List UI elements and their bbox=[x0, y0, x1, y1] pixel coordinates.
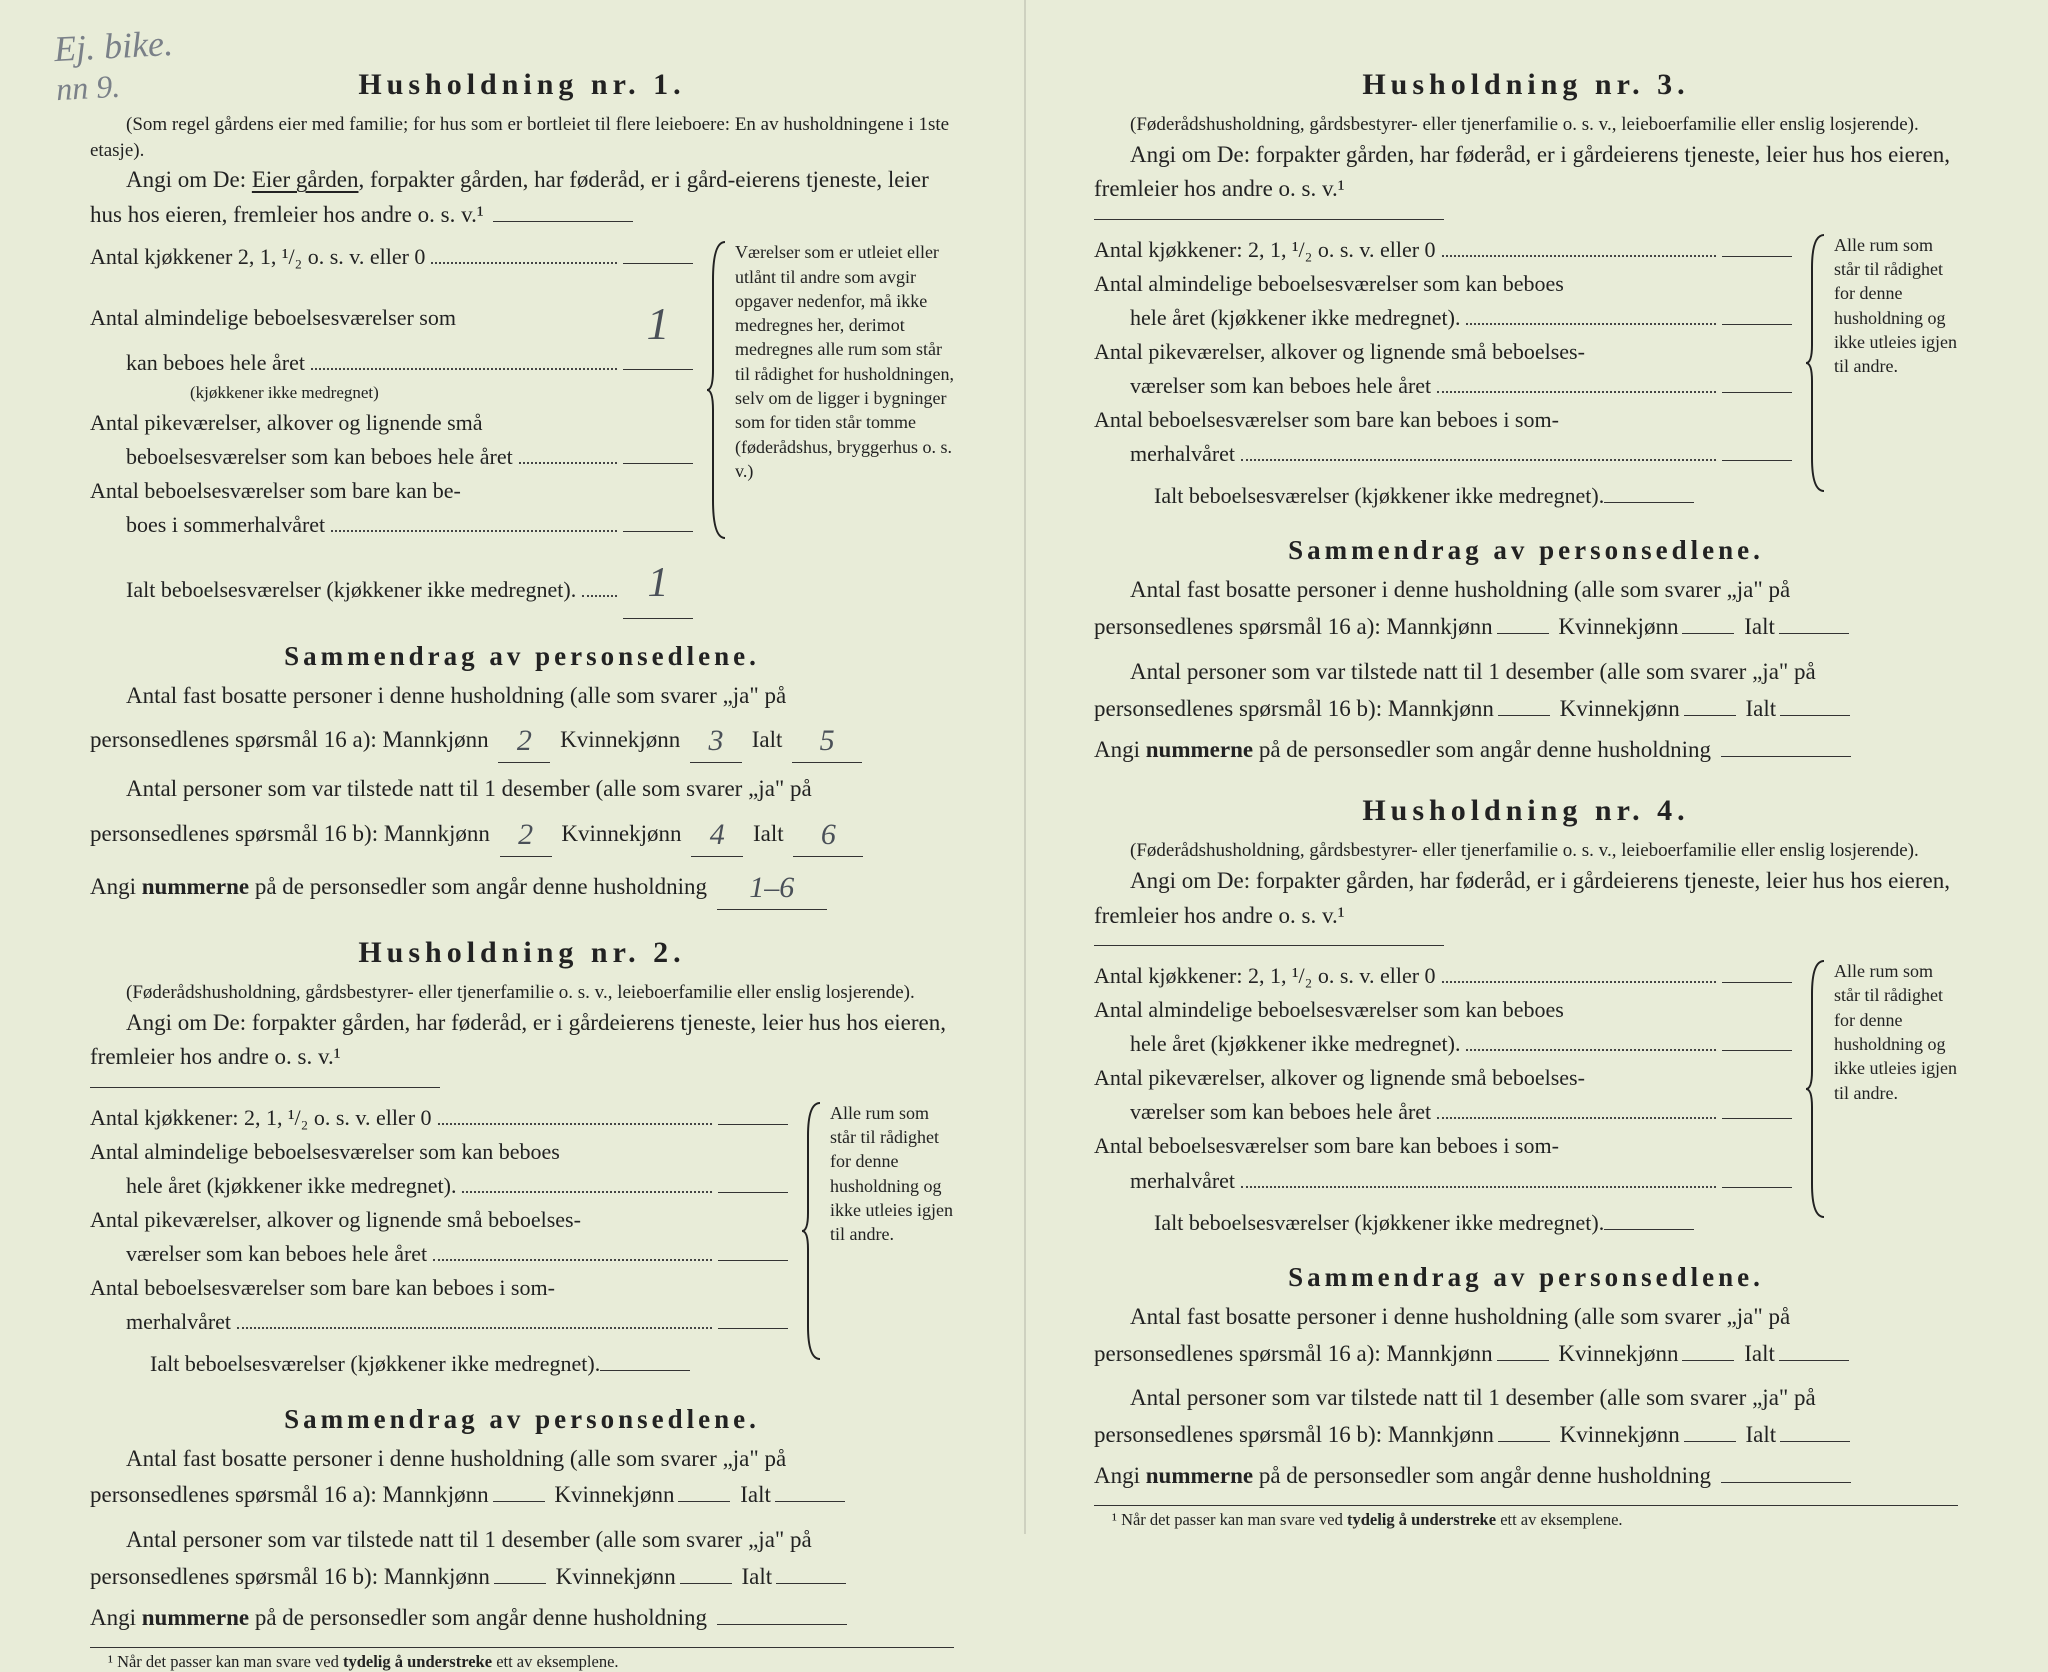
right-page: Husholdning nr. 3. (Føderådshusholdning,… bbox=[1024, 0, 2048, 1534]
h2-row-alm2: hele året (kjøkkener ikke medregnet). bbox=[90, 1169, 788, 1203]
h1-row-ialt: Ialt beboelsesværelser (kjøkkener ikke m… bbox=[90, 552, 693, 618]
h3-fine: (Føderådshusholdning, gårdsbestyrer- ell… bbox=[1094, 112, 1958, 138]
h3-angi-blank bbox=[1094, 219, 1444, 220]
handwritten-line1: Ej. bike. bbox=[53, 25, 174, 67]
h1-nums: 1–6 bbox=[749, 871, 794, 904]
h2-row-sommer1: Antal beboelsesværelser som bare kan beb… bbox=[90, 1271, 788, 1305]
h1-row-alm-fine: (kjøkkener ikke medregnet) bbox=[90, 380, 693, 406]
h2-row-kjokken: Antal kjøkkener: 2, 1, ¹/₂ o. s. v. elle… bbox=[90, 1101, 788, 1135]
h4-brace-note: Alle rum som står til rådighet for denne… bbox=[1828, 959, 1958, 1219]
h1-row-pike1: Antal pikeværelser, alkover og lignende … bbox=[90, 406, 693, 440]
brace-icon bbox=[1806, 959, 1828, 1219]
h1-m16a: 2 bbox=[517, 724, 532, 757]
brace-icon bbox=[707, 240, 729, 540]
h1-sum1: Antal fast bosatte personer i denne hush… bbox=[90, 678, 954, 764]
h2-summary-head: Sammendrag av personsedlene. bbox=[90, 1404, 954, 1435]
h3-sum1: Antal fast bosatte personer i denne hush… bbox=[1094, 572, 1958, 646]
h1-brace: Værelser som er utleiet eller utlånt til… bbox=[707, 240, 954, 540]
h1-title: Husholdning nr. 1. bbox=[90, 68, 954, 102]
h2-brace-note: Alle rum som står til rådighet for denne… bbox=[824, 1101, 954, 1361]
h4-fine: (Føderådshusholdning, gårdsbestyrer- ell… bbox=[1094, 838, 1958, 864]
h2-angi-blank bbox=[90, 1087, 440, 1088]
h1-angi-blank bbox=[493, 221, 633, 222]
footnote-left: ¹ Når det passer kan man svare ved tydel… bbox=[90, 1647, 954, 1672]
h3-summary-head: Sammendrag av personsedlene. bbox=[1094, 535, 1958, 566]
h2-rows-left: Antal kjøkkener: 2, 1, ¹/₂ o. s. v. elle… bbox=[90, 1101, 788, 1382]
h2-row-pike2: værelser som kan beboes hele året bbox=[90, 1237, 788, 1271]
h4-title: Husholdning nr. 4. bbox=[1094, 794, 1958, 828]
h3-rows: Antal kjøkkener: 2, 1, ¹/₂ o. s. v. elle… bbox=[1094, 233, 1958, 514]
h3-rows-left: Antal kjøkkener: 2, 1, ¹/₂ o. s. v. elle… bbox=[1094, 233, 1792, 514]
h1-rows: Antal kjøkkener 2, 1, ¹/₂ o. s. v. eller… bbox=[90, 240, 954, 618]
h1-i16b: 6 bbox=[821, 818, 836, 851]
h1-val-ialt: 1 bbox=[648, 560, 669, 606]
h2-sum1: Antal fast bosatte personer i denne hush… bbox=[90, 1441, 954, 1515]
h2-rows: Antal kjøkkener: 2, 1, ¹/₂ o. s. v. elle… bbox=[90, 1101, 954, 1382]
h4-summary-head: Sammendrag av personsedlene. bbox=[1094, 1262, 1958, 1293]
h4-sum2: Antal personer som var tilstede natt til… bbox=[1094, 1380, 1958, 1454]
h1-row-sommer2: boes i sommerhalvåret bbox=[90, 508, 693, 542]
h4-rows: Antal kjøkkener: 2, 1, ¹/₂ o. s. v. elle… bbox=[1094, 959, 1958, 1240]
footnote-right: ¹ Når det passer kan man svare ved tydel… bbox=[1094, 1505, 1958, 1530]
h2-angi-num: Angi nummerne på de personsedler som ang… bbox=[90, 1600, 954, 1637]
h1-row-alm2: kan beboes hele året bbox=[90, 346, 693, 380]
h2-row-sommer2: merhalvåret bbox=[90, 1305, 788, 1339]
h2-row-ialt: Ialt beboelsesværelser (kjøkkener ikke m… bbox=[90, 1347, 788, 1381]
h1-fine: (Som regel gårdens eier med familie; for… bbox=[90, 112, 954, 163]
h4-brace: Alle rum som står til rådighet for denne… bbox=[1806, 959, 1958, 1219]
h2-angi: Angi om De: forpakter gården, har føderå… bbox=[90, 1006, 954, 1075]
brace-icon bbox=[1806, 233, 1828, 493]
handwritten-annotation: Ej. bike. nn 9. bbox=[53, 25, 176, 105]
h3-brace-note: Alle rum som står til rådighet for denne… bbox=[1828, 233, 1958, 493]
h2-row-pike1: Antal pikeværelser, alkover og lignende … bbox=[90, 1203, 788, 1237]
h1-angi-num: Angi nummerne på de personsedler som ang… bbox=[90, 861, 954, 910]
h3-angi: Angi om De: forpakter gården, har føderå… bbox=[1094, 138, 1958, 207]
h3-angi-num: Angi nummerne på de personsedler som ang… bbox=[1094, 732, 1958, 769]
h1-sum2: Antal personer som var tilstede natt til… bbox=[90, 771, 954, 857]
h1-angi: Angi om De: Eier gården, forpakter gårde… bbox=[90, 163, 954, 232]
h2-brace: Alle rum som står til rådighet for denne… bbox=[802, 1101, 954, 1361]
left-page: Ej. bike. nn 9. Husholdning nr. 1. (Som … bbox=[0, 0, 1024, 1534]
h2-title: Husholdning nr. 2. bbox=[90, 936, 954, 970]
brace-icon bbox=[802, 1101, 824, 1361]
h4-angi: Angi om De: forpakter gården, har føderå… bbox=[1094, 864, 1958, 933]
h2-row-alm1: Antal almindelige beboelsesværelser som … bbox=[90, 1135, 788, 1169]
h1-angi-under: Eier gården bbox=[252, 167, 359, 192]
h2-sum2: Antal personer som var tilstede natt til… bbox=[90, 1522, 954, 1596]
h1-brace-note: Værelser som er utleiet eller utlånt til… bbox=[729, 240, 954, 540]
h1-row-alm1: Antal almindelige beboelsesværelser som … bbox=[90, 274, 693, 345]
h2-fine: (Føderådshusholdning, gårdsbestyrer- ell… bbox=[90, 980, 954, 1006]
h1-i16a: 5 bbox=[820, 724, 835, 757]
h1-row-kjokken: Antal kjøkkener 2, 1, ¹/₂ o. s. v. eller… bbox=[90, 240, 693, 274]
h1-row-pike2: beboelsesværelser som kan beboes hele år… bbox=[90, 440, 693, 474]
h1-m16b: 2 bbox=[518, 818, 533, 851]
h1-k16b: 4 bbox=[710, 818, 725, 851]
h3-brace: Alle rum som står til rådighet for denne… bbox=[1806, 233, 1958, 493]
h4-angi-num: Angi nummerne på de personsedler som ang… bbox=[1094, 1458, 1958, 1495]
h1-summary-head: Sammendrag av personsedlene. bbox=[90, 641, 954, 672]
h1-row-sommer1: Antal beboelsesværelser som bare kan be- bbox=[90, 474, 693, 508]
h1-angi-pre: Angi om De: bbox=[126, 167, 252, 192]
h1-rows-left: Antal kjøkkener 2, 1, ¹/₂ o. s. v. eller… bbox=[90, 240, 693, 618]
h4-sum1: Antal fast bosatte personer i denne hush… bbox=[1094, 1299, 1958, 1373]
h4-angi-blank bbox=[1094, 945, 1444, 946]
h3-title: Husholdning nr. 3. bbox=[1094, 68, 1958, 102]
h1-k16a: 3 bbox=[708, 724, 723, 757]
h4-rows-left: Antal kjøkkener: 2, 1, ¹/₂ o. s. v. elle… bbox=[1094, 959, 1792, 1240]
h1-val-alm: 1 bbox=[647, 298, 670, 349]
h3-sum2: Antal personer som var tilstede natt til… bbox=[1094, 654, 1958, 728]
handwritten-line2: nn 9. bbox=[55, 67, 175, 105]
